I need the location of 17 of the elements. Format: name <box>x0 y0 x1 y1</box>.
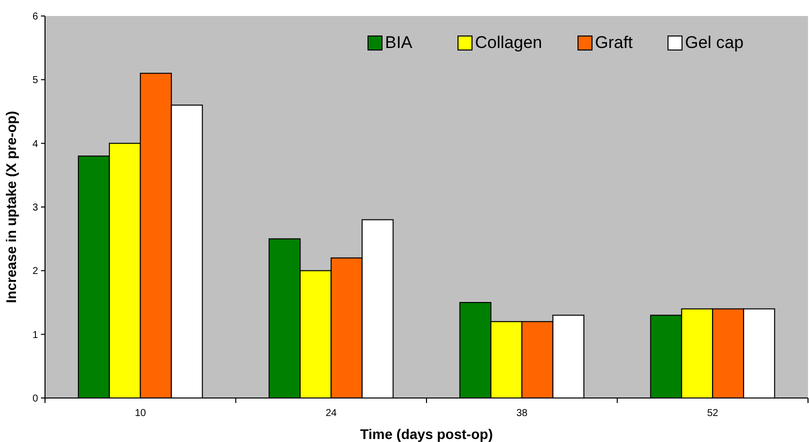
x-tick-label: 52 <box>707 408 719 419</box>
legend-label: Collagen <box>475 33 542 52</box>
y-tick-label: 5 <box>32 75 38 86</box>
y-tick-label: 1 <box>32 330 38 341</box>
y-tick-label: 0 <box>32 394 38 404</box>
y-tick-label: 6 <box>32 12 38 22</box>
x-axis-title: Time (days post-op) <box>360 426 493 442</box>
x-tick-label: 38 <box>516 408 528 419</box>
legend-label: Graft <box>595 33 634 52</box>
y-tick-label: 3 <box>32 202 38 214</box>
x-tick-label: 24 <box>326 408 338 419</box>
x-tick-label: 10 <box>134 408 146 419</box>
legend-label: BIA <box>385 33 414 52</box>
y-tick-label: 4 <box>32 138 38 150</box>
legend-label: Gel cap <box>685 33 744 52</box>
y-axis-title: Increase in uptake (X pre-op) <box>3 110 19 304</box>
y-tick-label: 2 <box>32 266 38 278</box>
